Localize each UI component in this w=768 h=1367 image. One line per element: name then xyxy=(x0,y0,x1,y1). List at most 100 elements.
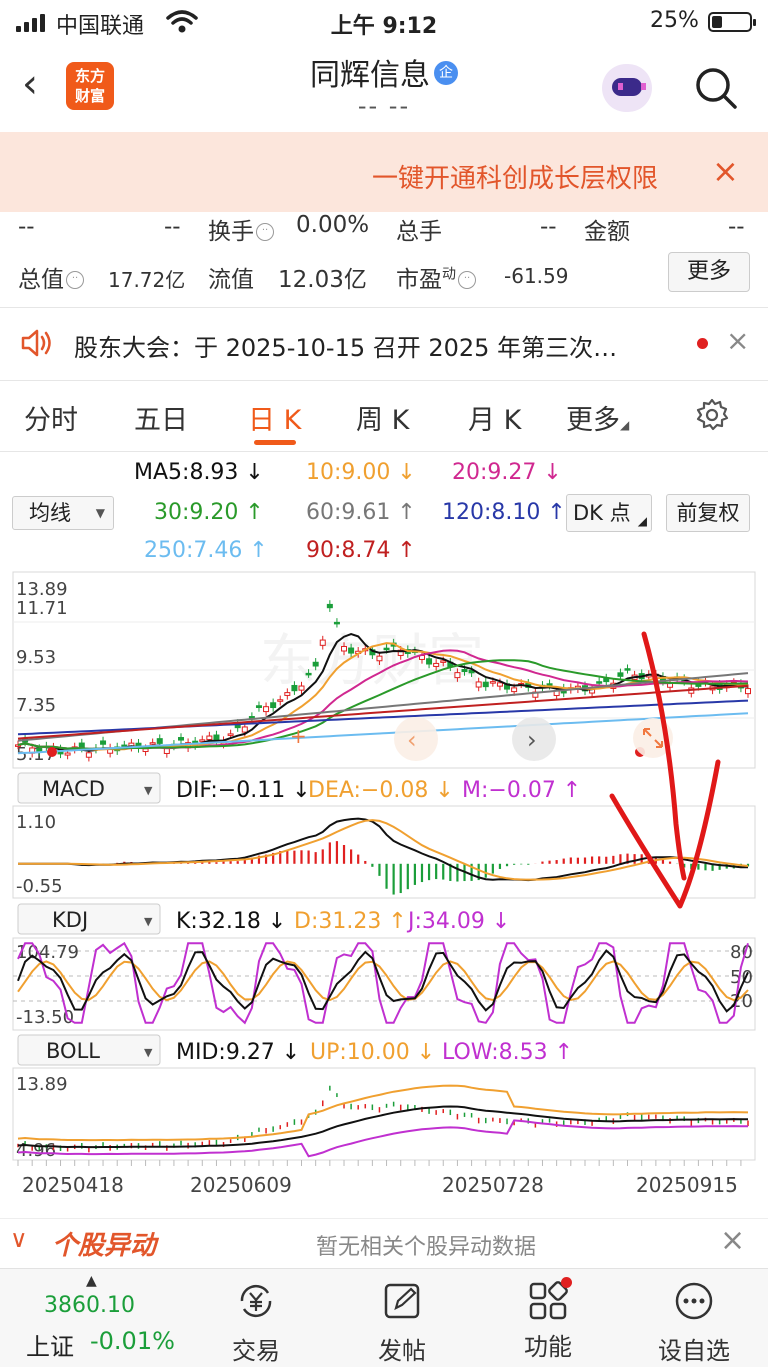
macd-dea: DEA:−0.08 ↓ xyxy=(308,778,454,803)
add-watchlist-button[interactable]: 设自选 xyxy=(644,1277,744,1366)
info-icon[interactable]: ·· xyxy=(256,223,274,241)
kdj-j: J:34.09 ↓ xyxy=(406,909,510,934)
chart-area[interactable]: 东方财富 13.89 11.71 9.53 7.35 5.17 ‹ › + MA… xyxy=(0,570,768,1216)
close-icon[interactable]: × xyxy=(726,324,750,357)
wifi-icon xyxy=(166,10,198,33)
unread-dot-icon xyxy=(697,338,708,349)
mktcap-label: 总值 ·· xyxy=(18,260,86,294)
gear-icon[interactable] xyxy=(694,397,730,433)
ma30-line xyxy=(17,659,749,750)
ma5-value: MA5:8.93 ↓ xyxy=(134,460,264,485)
k-line xyxy=(17,949,749,1013)
close-icon[interactable]: × xyxy=(720,1223,746,1258)
candle-body xyxy=(213,734,220,741)
more-stats-button[interactable]: 更多 xyxy=(668,252,750,292)
candle-body xyxy=(64,752,71,756)
tab-five-day[interactable]: 五日 xyxy=(134,405,188,436)
stock-name: 同辉信息 xyxy=(310,58,430,93)
stock-alert-bar[interactable]: ∨ 个股异动 暂无相关个股异动数据 × xyxy=(0,1218,768,1268)
boll-up: UP:10.00 ↓ xyxy=(310,1040,435,1065)
index-name[interactable]: 上证 xyxy=(26,1333,74,1361)
candle-body xyxy=(745,688,751,695)
boll-selector-dropdown[interactable] xyxy=(17,1034,161,1066)
search-icon[interactable] xyxy=(694,66,738,110)
tab-more[interactable]: 更多◢ xyxy=(566,405,630,436)
candle-body xyxy=(100,740,107,745)
index-change[interactable]: -0.01% xyxy=(90,1327,175,1355)
tab-daily-k[interactable]: 日 K xyxy=(248,405,302,436)
bottom-toolbar: ▲ 3860.10 上证 -0.01% 交易 发帖 功能 xyxy=(0,1268,768,1367)
dropdown-caret-icon: ▼ xyxy=(144,1046,153,1059)
pe-label: 市盈动 ·· xyxy=(396,260,478,294)
notice-text[interactable]: 股东大会：于 2025-10-15 召开 2025 年第三次… xyxy=(74,334,618,362)
kdj-series xyxy=(17,941,749,1025)
candle-body xyxy=(163,748,170,754)
event-marker[interactable] xyxy=(47,747,57,757)
promo-text[interactable]: 一键开通科创成长层权限 xyxy=(372,164,659,194)
ma-selector-dropdown[interactable]: 均线 ▼ xyxy=(12,496,114,530)
candle-body xyxy=(156,738,163,744)
tab-monthly-k[interactable]: 月 K xyxy=(468,405,522,436)
scroll-right-button[interactable] xyxy=(512,717,556,761)
macd-selector-dropdown[interactable] xyxy=(17,772,161,804)
close-icon[interactable]: × xyxy=(712,152,739,190)
candle-body xyxy=(178,737,185,741)
candle-body xyxy=(440,660,447,663)
y-tick: 104.79 xyxy=(16,942,79,963)
clock: 上午 9:12 xyxy=(330,14,438,39)
x-date-label: 20250609 xyxy=(190,1173,292,1197)
info-icon[interactable]: ·· xyxy=(66,271,84,289)
y-tick: 4.96 xyxy=(16,1140,56,1161)
dea-line xyxy=(18,819,749,881)
functions-button[interactable]: 功能 xyxy=(498,1277,598,1362)
divider xyxy=(0,380,768,381)
ma250-line xyxy=(17,712,749,755)
kdj-selector-dropdown[interactable] xyxy=(17,903,161,935)
assistant-robot-icon[interactable] xyxy=(602,64,652,112)
boll-low-line xyxy=(17,1119,749,1158)
chevron-down-icon[interactable]: ∨ xyxy=(10,1225,28,1253)
trade-button[interactable]: 交易 xyxy=(206,1277,306,1366)
x-date-label: 20250915 xyxy=(636,1173,738,1197)
candle-body xyxy=(270,702,277,709)
tab-intraday[interactable]: 分时 xyxy=(24,405,78,436)
notice-bar[interactable]: 股东大会：于 2025-10-15 召开 2025 年第三次… × xyxy=(0,308,768,380)
boll-mid-line xyxy=(17,1105,749,1149)
dk-point-button[interactable]: DK 点 ◢ xyxy=(566,494,652,532)
index-value[interactable]: 3860.10 xyxy=(44,1293,135,1318)
candle-body xyxy=(397,649,404,656)
macd-dif: DIF:−0.11 ↓ xyxy=(176,778,311,803)
boll-mid: MID:9.27 ↓ xyxy=(176,1040,300,1065)
candle-body xyxy=(383,647,390,651)
x-date-label: 20250418 xyxy=(22,1173,124,1197)
amount-label: 金额 xyxy=(584,219,630,245)
edit-icon xyxy=(384,1283,420,1319)
y-tick: 13.89 xyxy=(16,1074,68,1095)
y-tick: 20 xyxy=(730,991,753,1012)
candle-body xyxy=(333,621,340,625)
corner-triangle-icon: ◢ xyxy=(620,418,630,432)
candle-body xyxy=(468,669,475,674)
back-icon[interactable]: ‹ xyxy=(22,61,38,107)
boll-series xyxy=(17,1084,749,1158)
ma120-value: 120:8.10 ↑ xyxy=(442,500,566,525)
adjust-mode-button[interactable]: 前复权 xyxy=(666,494,750,532)
yuan-exchange-icon xyxy=(240,1284,272,1318)
candle-body xyxy=(298,685,305,691)
candle-body xyxy=(596,681,603,684)
stat-value: -- xyxy=(164,214,181,240)
hands-label: 总手 xyxy=(396,219,442,245)
crosshair-icon: + xyxy=(290,724,307,748)
tab-weekly-k[interactable]: 周 K xyxy=(356,405,410,436)
stock-title: 同辉信息企 xyxy=(0,50,768,94)
info-icon[interactable]: ·· xyxy=(458,271,476,289)
y-tick: 11.71 xyxy=(16,598,68,619)
ma90-value: 90:8.74 ↑ xyxy=(306,538,416,563)
post-button[interactable]: 发帖 xyxy=(352,1277,452,1366)
macd-m: M:−0.07 ↑ xyxy=(462,778,581,803)
candle-body xyxy=(461,669,468,673)
dropdown-caret-icon: ▼ xyxy=(144,784,153,797)
scroll-left-button[interactable] xyxy=(394,717,438,761)
d-line xyxy=(17,960,749,1002)
promo-banner[interactable]: 一键开通科创成长层权限 × xyxy=(0,132,768,212)
